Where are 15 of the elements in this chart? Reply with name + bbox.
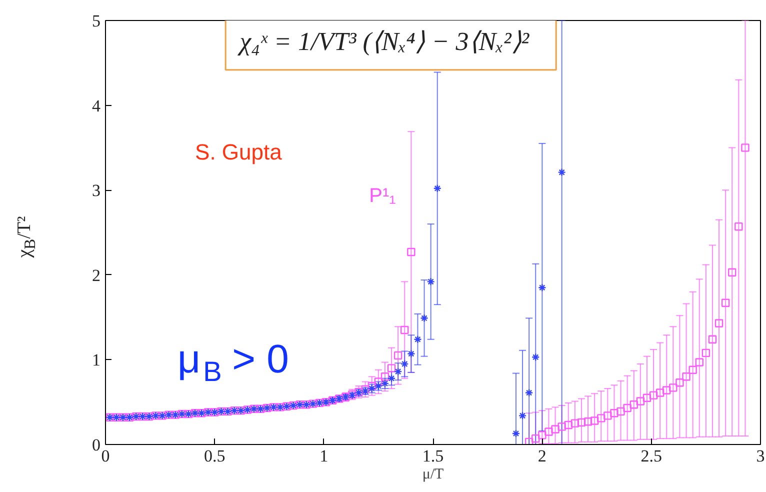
y-tick-label: 3 (92, 181, 100, 200)
x-tick-label: 2 (538, 446, 546, 466)
x-tick-label: 1.5 (422, 446, 444, 466)
x-tick-label: 2.5 (640, 446, 662, 466)
annotation: S. Gupta (195, 139, 283, 164)
y-tick-label: 5 (92, 12, 100, 30)
text: P¹₁ (369, 185, 396, 208)
x-tick-label: 0.5 (204, 446, 226, 466)
x-axis-title: μ/T (422, 466, 444, 482)
x-tick-label: 1 (320, 446, 328, 466)
y-tick-label: 4 (92, 96, 101, 116)
annotation: χ₄ˣ = 1/VT³ (⟨Nₓ⁴⟩ − 3⟨Nₓ²⟩² (236, 26, 530, 56)
y-tick-label: 2 (92, 266, 100, 285)
x-tick-label: 3 (756, 446, 765, 466)
y-tick-label: 1 (92, 350, 100, 370)
